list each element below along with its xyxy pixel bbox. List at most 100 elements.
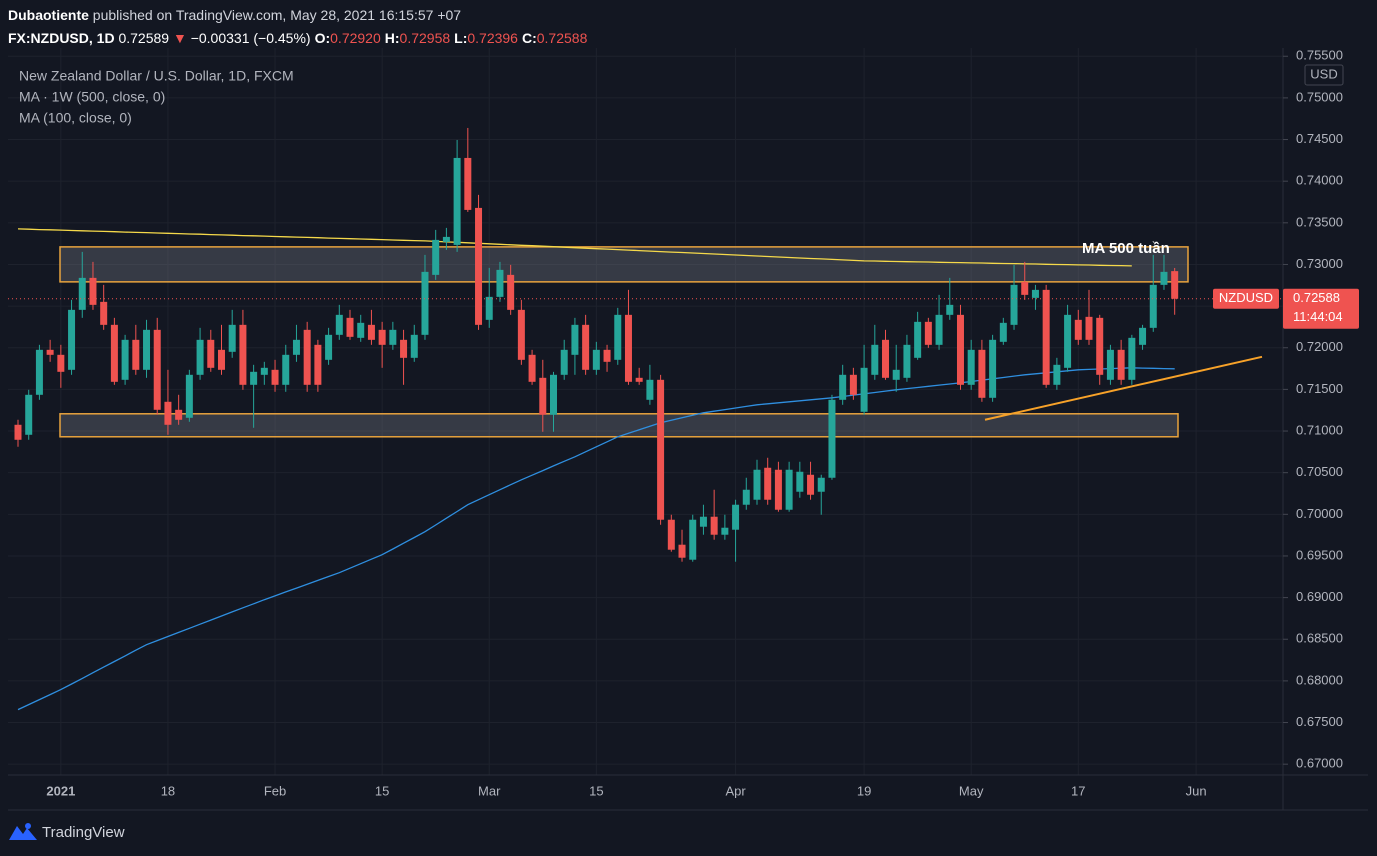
x-tick-label: 19	[857, 783, 871, 798]
candle-body	[453, 157, 461, 245]
currency: USD	[1310, 66, 1337, 81]
candle-body	[132, 339, 140, 370]
y-tick-label: 0.73500	[1296, 214, 1343, 229]
symbol: FX:NZDUSD, 1D	[8, 30, 115, 46]
candle-body	[239, 324, 247, 385]
logo-dot	[25, 823, 31, 829]
candle-body	[25, 394, 33, 435]
ohlc-key: C:	[522, 30, 537, 46]
candle-body	[89, 277, 97, 305]
candle-body	[1096, 317, 1104, 375]
candle-body	[1064, 314, 1072, 368]
x-tick-label: 15	[375, 783, 389, 798]
candle-body	[999, 322, 1007, 342]
candle-body	[635, 377, 643, 382]
candle-body	[271, 369, 279, 385]
y-tick-label: 0.67000	[1296, 756, 1343, 771]
candle-body	[143, 329, 151, 370]
candle-body	[849, 374, 857, 395]
y-tick-label: 0.70500	[1296, 464, 1343, 479]
candle-body	[603, 349, 611, 362]
candle-body	[78, 277, 86, 310]
countdown: 11:44:04	[1293, 309, 1343, 324]
candle-body	[303, 329, 311, 385]
publish-line: Dubaotiente published on TradingView.com…	[8, 7, 461, 23]
candle-body	[614, 314, 622, 360]
currency-box	[1304, 64, 1344, 86]
candle-body	[1053, 364, 1061, 385]
candle-body	[1128, 337, 1136, 380]
candle-body	[1160, 271, 1168, 285]
last: 0.72589	[118, 30, 169, 46]
candle-body	[228, 324, 236, 352]
chart-title: New Zealand Dollar / U.S. Dollar, 1D, FX…	[19, 68, 294, 84]
candle-body	[903, 344, 911, 378]
candle-body	[807, 474, 815, 495]
candle-body	[828, 399, 836, 478]
trendline	[984, 355, 1263, 421]
published: published on TradingView.com, May 28, 20…	[93, 7, 461, 23]
price-tag-label: 0.72588	[1293, 290, 1340, 305]
candle-body	[1139, 327, 1147, 345]
candle-body	[35, 349, 43, 395]
y-tick-label: 0.70000	[1296, 506, 1343, 521]
candle-body	[421, 271, 429, 335]
candle-body	[485, 296, 493, 320]
price-tag	[1283, 288, 1359, 329]
zone	[59, 413, 1179, 438]
x-tick-label: Feb	[264, 783, 286, 798]
candle-body	[924, 321, 932, 345]
candle-body	[496, 269, 504, 297]
candle-body	[475, 207, 483, 325]
candle-body	[1085, 316, 1093, 340]
candle-body	[14, 424, 22, 440]
candle-body	[196, 339, 204, 375]
ohlc-value: 0.72396	[467, 30, 518, 46]
candle-body	[1021, 281, 1029, 295]
ohlc-key: H:	[385, 30, 400, 46]
candle-body	[314, 344, 322, 385]
candle-body	[1117, 349, 1125, 380]
y-tick-label: 0.69500	[1296, 547, 1343, 562]
logo-icon	[9, 826, 37, 840]
y-tick-label: 0.68000	[1296, 672, 1343, 687]
candle-body	[367, 324, 375, 340]
symbol-tag-label: NZDUSD	[1219, 290, 1273, 305]
candle-body	[571, 324, 579, 355]
candle-body	[560, 349, 568, 375]
candle-body	[153, 329, 161, 410]
candle-body	[1031, 289, 1039, 298]
change: −0.00331 (−0.45%)	[191, 30, 311, 46]
y-tick-label: 0.72000	[1296, 339, 1343, 354]
y-tick-label: 0.67500	[1296, 714, 1343, 729]
annotation: MA 500 tuần	[1082, 240, 1170, 257]
candle-body	[1042, 289, 1050, 385]
x-tick-label: 17	[1071, 783, 1085, 798]
legend-entry: MA · 1W (500, close, 0)	[19, 89, 165, 105]
candle-body	[946, 304, 954, 315]
candle-body	[914, 321, 922, 358]
candle-body	[742, 489, 750, 505]
author: Dubaotiente	[8, 7, 89, 23]
candle-body	[582, 324, 590, 370]
y-tick-label: 0.71500	[1296, 381, 1343, 396]
candle-body	[1010, 284, 1018, 325]
candle-body	[442, 236, 450, 242]
candle-body	[710, 516, 718, 535]
zone	[59, 246, 1189, 283]
arrow: ▼	[173, 30, 187, 46]
candle-body	[956, 314, 964, 385]
ohlc-key: O:	[315, 30, 331, 46]
candle-body	[400, 339, 408, 358]
x-tick-label: Jun	[1186, 783, 1207, 798]
candle-body	[207, 339, 215, 368]
candle-body	[732, 504, 740, 530]
ma-line	[17, 228, 1132, 267]
candle-body	[389, 329, 397, 345]
ohlc-key: L:	[454, 30, 467, 46]
legend-entry: MA (100, close, 0)	[19, 110, 132, 126]
y-tick-label: 0.74500	[1296, 131, 1343, 146]
x-tick-label: May	[959, 783, 984, 798]
y-tick-label: 0.74000	[1296, 173, 1343, 188]
ohlc-value: 0.72588	[537, 30, 588, 46]
